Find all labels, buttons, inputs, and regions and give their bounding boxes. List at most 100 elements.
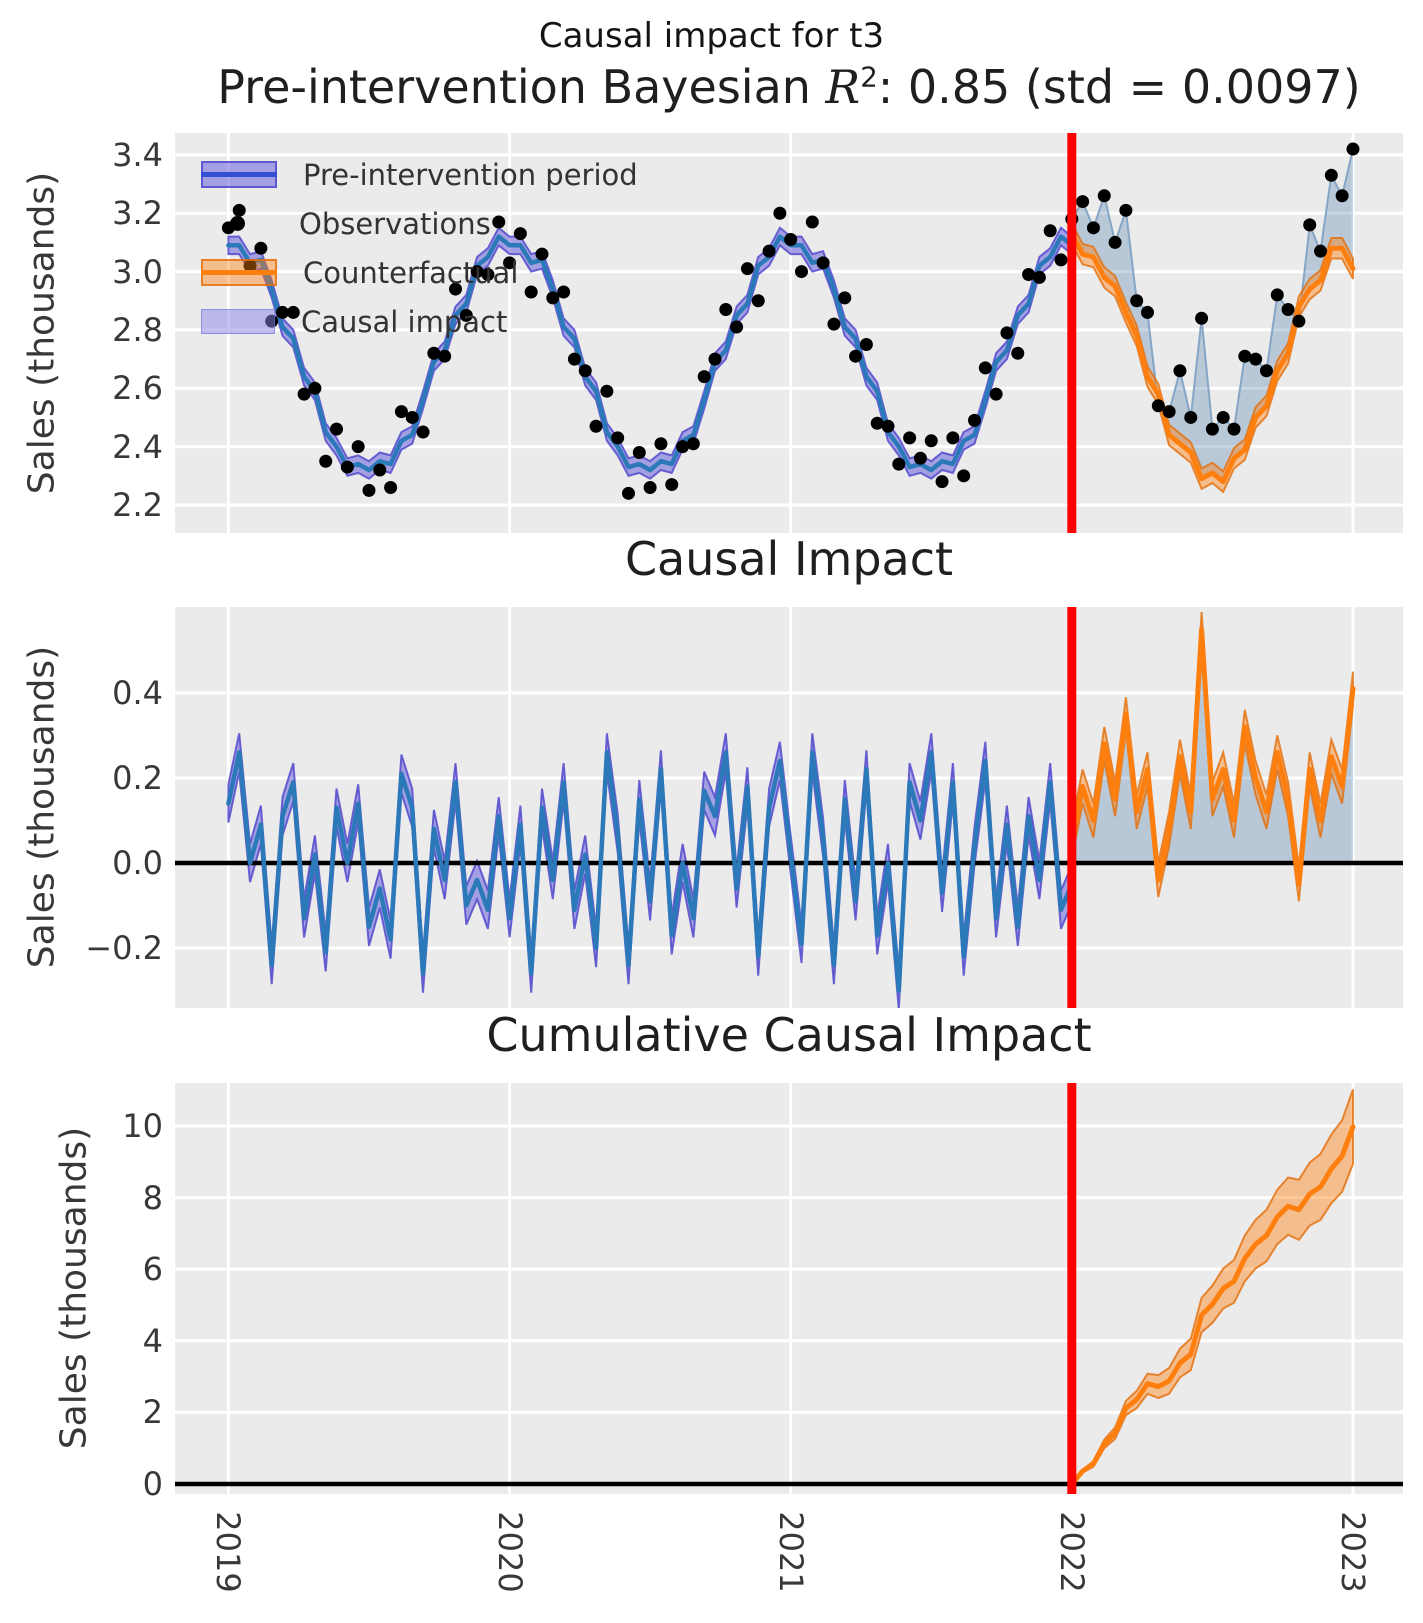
observation-point (1259, 364, 1273, 378)
observation-point (1086, 221, 1100, 235)
observation-point (1119, 203, 1133, 217)
observation-point (1054, 253, 1068, 267)
observation-point (1130, 294, 1144, 308)
observation-point (297, 387, 311, 401)
observation-point (340, 460, 354, 474)
observation-point (1270, 288, 1284, 302)
observation-point (557, 285, 571, 299)
observation-point (1335, 189, 1349, 203)
observation-point (286, 305, 300, 319)
observation-point (903, 431, 917, 445)
observation-point (762, 244, 776, 258)
observation-point (708, 352, 722, 366)
observation-point (1076, 195, 1090, 209)
observations-dot-swatch (201, 212, 273, 235)
x-tick-label: 2021 (771, 1511, 810, 1593)
observation-point (1097, 189, 1111, 203)
observation-point (859, 338, 873, 352)
x-tick-label: 2023 (1333, 1511, 1372, 1593)
observation-point (957, 469, 971, 483)
observation-point (1184, 410, 1198, 424)
y-tick-label: 2.2 (112, 485, 163, 524)
observation-point (1324, 168, 1338, 182)
y-tick-label: 6 (142, 1250, 163, 1289)
title-prefix: Pre-intervention Bayesian (217, 60, 826, 114)
observation-point (676, 440, 690, 454)
observation-point (394, 405, 408, 419)
legend-label: Pre-intervention period (303, 157, 638, 192)
post-impact-line (1069, 626, 1356, 887)
observation-point (924, 434, 938, 448)
observation-point (416, 425, 430, 439)
observation-point (913, 451, 927, 465)
observation-point (849, 349, 863, 363)
title-r-symbol: R (825, 60, 861, 114)
observation-point (567, 352, 581, 366)
bottom-axes-title: Cumulative Causal Impact (486, 1008, 1092, 1062)
y-tick-label: 0.4 (112, 673, 163, 712)
y-tick-label: 3.0 (112, 252, 163, 291)
observation-point (308, 381, 322, 395)
observation-point (427, 346, 441, 360)
observation-point (362, 483, 376, 497)
y-tick-label: 2.4 (112, 427, 163, 466)
middle-plot-svg (175, 607, 1403, 1008)
observation-point (946, 431, 960, 445)
top-plot-area (175, 133, 1403, 533)
observation-point (719, 303, 733, 317)
observation-point (654, 437, 668, 451)
observation-point (1173, 364, 1187, 378)
observation-point (351, 440, 365, 454)
observation-point (535, 247, 549, 261)
y-tick-label: 2.6 (112, 369, 163, 408)
observation-point (459, 308, 473, 322)
observation-point (1108, 235, 1122, 249)
observation-point (1216, 410, 1230, 424)
observation-point (881, 419, 895, 433)
observation-point (1022, 268, 1036, 282)
counterfactual-line (1069, 231, 1356, 485)
y-tick-label: 0 (142, 1464, 163, 1503)
observation-point (470, 265, 484, 279)
observation-point (611, 431, 625, 445)
middle-plot-area (175, 607, 1403, 1008)
y-tick-label: 4 (142, 1321, 163, 1360)
observation-point (373, 463, 387, 477)
observation-point (1151, 399, 1165, 413)
observation-point (1011, 346, 1025, 360)
observation-point (1000, 326, 1014, 340)
observation-point (481, 268, 495, 282)
title-r-superscript: 2 (860, 60, 878, 94)
observation-point (1314, 244, 1328, 258)
y-tick-label: 2.8 (112, 310, 163, 349)
observation-point (578, 364, 592, 378)
observation-point (492, 215, 506, 229)
observation-point (1303, 218, 1317, 232)
observation-point (621, 486, 635, 500)
observation-point (773, 206, 787, 220)
observation-point (1032, 270, 1046, 284)
legend-label: Causal impact (301, 304, 508, 339)
y-tick-label: 3.2 (112, 194, 163, 233)
top-plot-svg (175, 133, 1403, 533)
observation-point (665, 478, 679, 492)
figure-title: Causal impact for t3 (538, 16, 885, 56)
observation-point (838, 291, 852, 305)
observation-point (589, 419, 603, 433)
pre-intervention-mean-line (226, 234, 1075, 473)
top-axes-title: Pre-intervention Bayesian R2: 0.85 (std … (175, 60, 1403, 114)
cumulative-impact-band (1071, 1089, 1354, 1485)
observation-point (697, 370, 711, 384)
observation-point (232, 203, 246, 217)
observation-point (1195, 311, 1209, 325)
legend-item-observations: Observations (201, 199, 638, 248)
observation-point (243, 259, 257, 273)
y-tick-label: 10 (122, 1106, 163, 1145)
observation-point (740, 262, 754, 276)
y-tick-label: −0.2 (85, 929, 163, 968)
x-tick-label: 2022 (1052, 1511, 1091, 1593)
y-tick-label: 0.0 (112, 843, 163, 882)
observation-point (503, 256, 517, 270)
observation-point (816, 256, 830, 270)
